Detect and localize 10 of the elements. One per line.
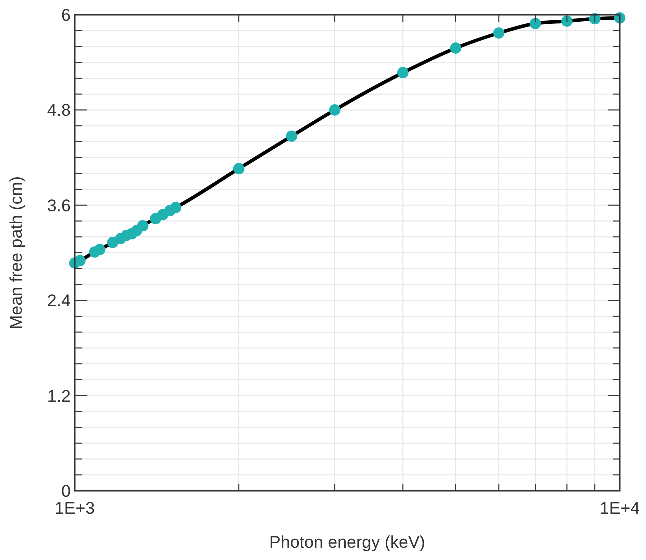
y-tick-label: 2.4 <box>47 292 71 311</box>
y-tick-label: 0 <box>62 482 71 501</box>
y-axis-title: Mean free path (cm) <box>7 176 26 330</box>
x-tick-label: 1E+3 <box>54 499 96 518</box>
y-tick-label: 1.2 <box>47 386 71 406</box>
y-tick-label: 6 <box>62 6 71 25</box>
y-tick-label: 3.6 <box>47 196 71 216</box>
x-axis-title: Photon energy (keV) <box>270 533 426 552</box>
x-tick-label: 1E+4 <box>600 499 640 518</box>
y-tick-label: 4.8 <box>47 101 71 120</box>
